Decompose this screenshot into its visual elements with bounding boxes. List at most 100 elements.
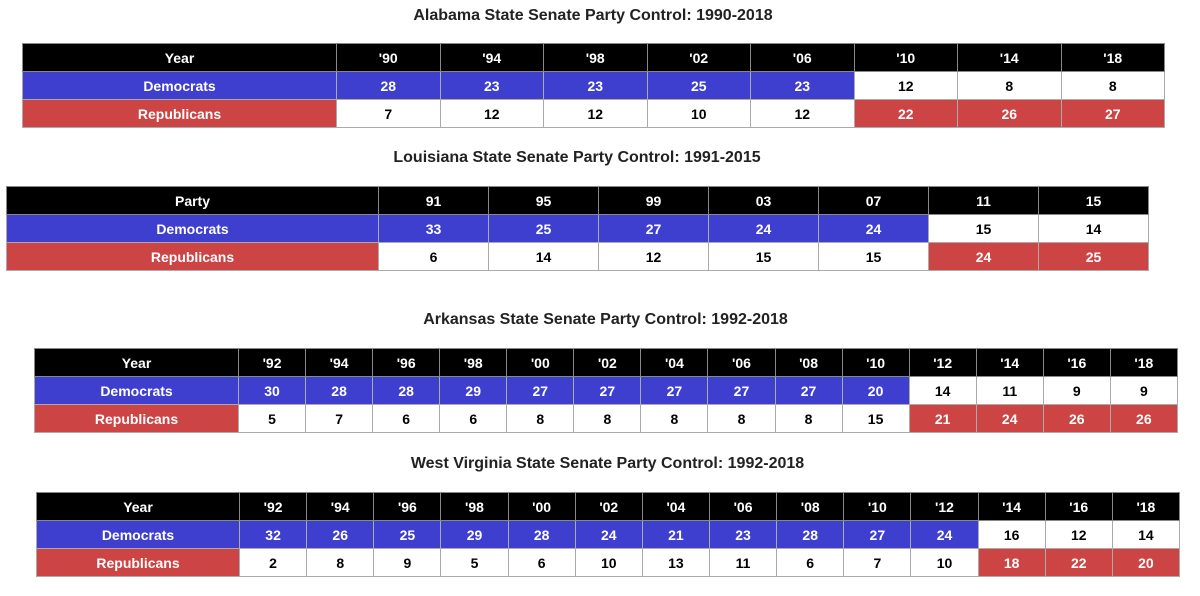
seat-count: 11 xyxy=(975,376,1044,405)
seat-count: 29 xyxy=(439,376,508,405)
party-label: Republicans xyxy=(6,242,379,271)
seat-count: 27 xyxy=(843,520,912,549)
seat-count: 6 xyxy=(372,404,441,433)
seat-count: 14 xyxy=(1038,214,1149,243)
seat-count: 24 xyxy=(574,520,643,549)
seat-count: 27 xyxy=(598,214,709,243)
seat-count: 12 xyxy=(543,99,648,128)
header-cell: '92 xyxy=(238,492,308,521)
seat-count: 15 xyxy=(818,242,929,271)
party-row: Republicans 2 8 9 5 6 10 13 11 6 7 10 18 22 20 xyxy=(36,548,1180,577)
header-row: Year '92'94'96'98'00'02'04'06'08'10'12'14… xyxy=(34,348,1178,377)
party-row: Republicans 7 12 12 10 12 22 26 27 xyxy=(22,99,1165,128)
header-cell: '12 xyxy=(908,348,977,377)
seat-count: 12 xyxy=(750,99,855,128)
seat-count: 7 xyxy=(336,99,441,128)
senate-table: Year '90'94'98'02'06'10'14'18 Democrats 28 2… xyxy=(22,43,1165,128)
seat-count: 23 xyxy=(750,71,855,100)
header-cell: '10 xyxy=(841,348,910,377)
seat-count: 8 xyxy=(640,404,709,433)
party-row: Democrats 32 26 25 29 28 24 21 23 28 27 24 16 12 14 xyxy=(36,520,1180,549)
senate-table: Year '92'94'96'98'00'02'04'06'08'10'12'14… xyxy=(34,348,1178,433)
header-cell: 95 xyxy=(488,186,599,215)
header-cell: '16 xyxy=(1042,348,1111,377)
table-title: Arkansas State Senate Party Control: 199… xyxy=(423,311,788,328)
seat-count: 26 xyxy=(1109,404,1178,433)
seat-count: 12 xyxy=(1044,520,1113,549)
header-cell: '04 xyxy=(640,348,709,377)
header-cell: 91 xyxy=(378,186,489,215)
header-cell: '08 xyxy=(776,492,845,521)
seat-count: 16 xyxy=(977,520,1046,549)
header-cell: '98 xyxy=(440,492,509,521)
seat-count: 15 xyxy=(708,242,819,271)
header-cell: 11 xyxy=(928,186,1039,215)
seat-count: 8 xyxy=(957,71,1062,100)
header-cell: '18 xyxy=(1060,43,1165,72)
party-label: Republicans xyxy=(36,548,240,577)
header-cell: '04 xyxy=(641,492,710,521)
seat-count: 25 xyxy=(373,520,442,549)
seat-count: 8 xyxy=(774,404,843,433)
party-label: Democrats xyxy=(34,376,239,405)
seat-count: 27 xyxy=(1060,99,1165,128)
party-row: Republicans 5 7 6 6 8 8 8 8 8 15 21 24 26 26 xyxy=(34,404,1178,433)
seat-count: 6 xyxy=(776,548,845,577)
header-cell: '16 xyxy=(1044,492,1113,521)
header-cell: '08 xyxy=(774,348,843,377)
header-cell: '00 xyxy=(507,492,576,521)
senate-table: Party 91 95 99 03 07 11 15 Democrats 33 25 27 24 24 15… xyxy=(6,186,1149,271)
seat-count: 29 xyxy=(440,520,509,549)
seat-count: 2 xyxy=(238,548,308,577)
party-label: Democrats xyxy=(36,520,240,549)
seat-count: 28 xyxy=(372,376,441,405)
seat-count: 8 xyxy=(707,404,776,433)
party-label: Democrats xyxy=(22,71,337,100)
seat-count: 24 xyxy=(928,242,1039,271)
seat-count: 30 xyxy=(237,376,307,405)
header-cell: '02 xyxy=(573,348,642,377)
header-cell: Year xyxy=(22,43,337,72)
header-cell: '18 xyxy=(1109,348,1178,377)
seat-count: 24 xyxy=(910,520,979,549)
party-row: Democrats 33 25 27 24 24 15 14 xyxy=(6,214,1149,243)
header-row: Year '92'94'96'98'00'02'04'06'08'10'12'14… xyxy=(36,492,1180,521)
party-label: Republicans xyxy=(34,404,239,433)
seat-count: 27 xyxy=(573,376,642,405)
seat-count: 11 xyxy=(708,548,778,577)
seat-count: 28 xyxy=(336,71,441,100)
header-cell: '12 xyxy=(910,492,979,521)
seat-count: 5 xyxy=(440,548,509,577)
header-cell: 07 xyxy=(818,186,929,215)
header-cell: '94 xyxy=(305,348,374,377)
seat-count: 15 xyxy=(928,214,1039,243)
seat-count: 27 xyxy=(774,376,843,405)
header-cell: '14 xyxy=(975,348,1044,377)
seat-count: 9 xyxy=(1042,376,1111,405)
seat-count: 28 xyxy=(305,376,374,405)
header-cell: '10 xyxy=(853,43,958,72)
header-cell: '14 xyxy=(977,492,1046,521)
header-cell: '96 xyxy=(372,348,441,377)
seat-count: 13 xyxy=(641,548,710,577)
header-cell: '14 xyxy=(957,43,1062,72)
seat-count: 32 xyxy=(238,520,308,549)
header-cell: '06 xyxy=(708,492,778,521)
seat-count: 14 xyxy=(488,242,599,271)
header-cell: '02 xyxy=(574,492,643,521)
seat-count: 10 xyxy=(646,99,751,128)
seat-count: 6 xyxy=(439,404,508,433)
header-cell: '06 xyxy=(750,43,855,72)
header-cell: '06 xyxy=(707,348,776,377)
header-cell: '02 xyxy=(646,43,751,72)
seat-count: 8 xyxy=(1060,71,1165,100)
header-cell: '98 xyxy=(543,43,648,72)
seat-count: 15 xyxy=(841,404,910,433)
table-title: Louisiana State Senate Party Control: 19… xyxy=(393,149,761,166)
seat-count: 6 xyxy=(378,242,489,271)
seat-count: 28 xyxy=(507,520,576,549)
header-cell: 99 xyxy=(598,186,709,215)
party-row: Democrats 28 23 23 25 23 12 8 8 xyxy=(22,71,1165,100)
header-row: Party 91 95 99 03 07 11 15 xyxy=(6,186,1149,215)
